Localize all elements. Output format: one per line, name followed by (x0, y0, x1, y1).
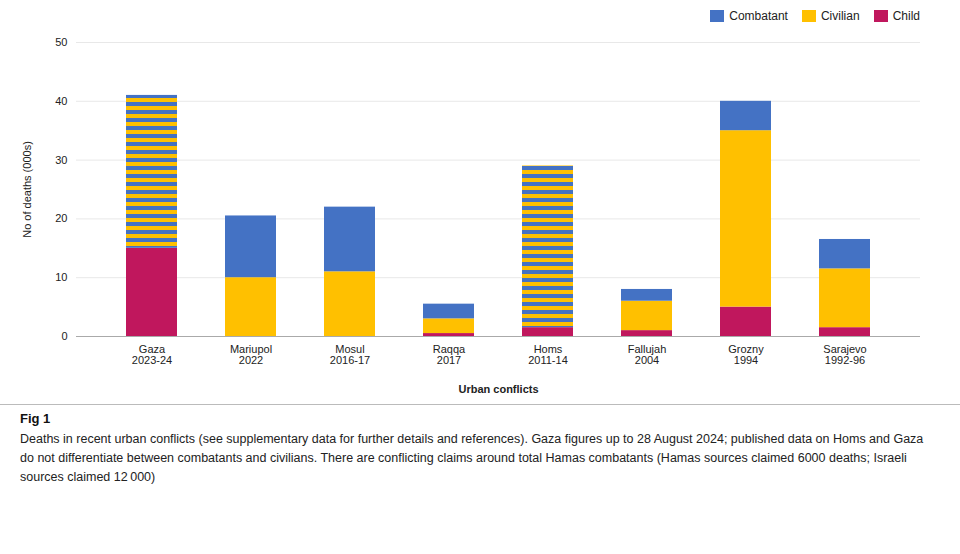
html-text:Fig 1: Fig 1 (20, 411, 51, 426)
svg-text:Sarajevo1992-96: Sarajevo1992-96 (823, 343, 866, 366)
html-text:Child: Child (892, 9, 920, 23)
html-text:Civilian: Civilian (821, 9, 860, 23)
svg-text:0: 0 (61, 330, 67, 342)
svg-text:Gaza2023-24: Gaza2023-24 (132, 343, 172, 366)
html-text:Combatant: Combatant (729, 9, 788, 23)
svg-text:Mariupol2022: Mariupol2022 (230, 343, 272, 366)
svg-text:Fallujah2004: Fallujah2004 (628, 343, 667, 366)
svg-text:40: 40 (55, 95, 67, 107)
html-text:Deaths in recent urban conflic: Deaths in recent urban conflicts (see su… (20, 432, 924, 484)
svg-text:10: 10 (55, 271, 67, 283)
svg-text:Urban conflicts: Urban conflicts (458, 383, 538, 395)
svg-text:30: 30 (55, 154, 67, 166)
svg-text:50: 50 (55, 36, 67, 48)
svg-text:20: 20 (55, 212, 67, 224)
svg-text:No of deaths (000s): No of deaths (000s) (21, 141, 33, 238)
svg-text:Grozny1994: Grozny1994 (728, 343, 764, 366)
svg-text:Homs2011-14: Homs2011-14 (528, 343, 568, 366)
svg-text:Mosul2016-17: Mosul2016-17 (330, 343, 370, 366)
svg-text:Raqqa2017: Raqqa2017 (433, 343, 466, 366)
